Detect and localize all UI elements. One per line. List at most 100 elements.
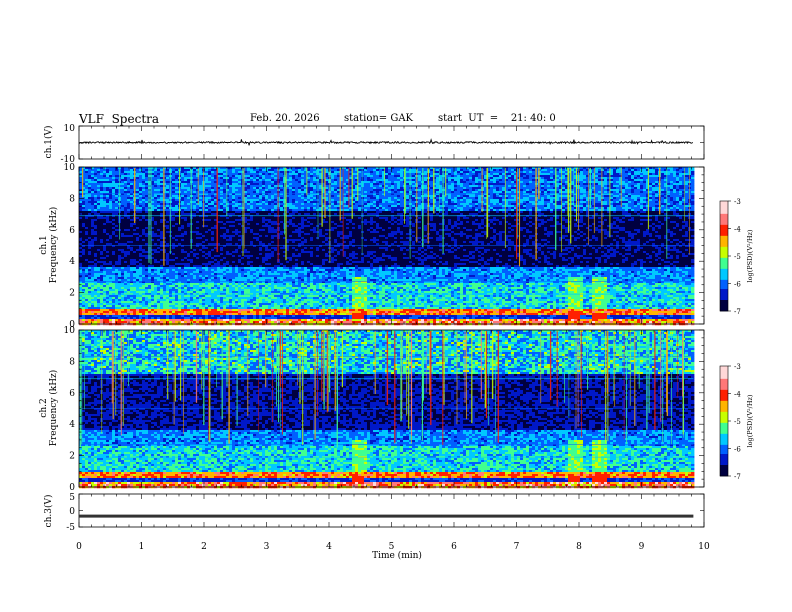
spectrogram-cell xyxy=(607,187,611,190)
spectrogram-cell xyxy=(673,171,677,174)
spectrogram-cell xyxy=(316,191,320,194)
spectrogram-cell xyxy=(346,191,350,194)
spectrogram-cell xyxy=(583,189,587,192)
spectrogram-cell xyxy=(547,177,551,180)
spectrogram-cell xyxy=(499,209,503,212)
spectrogram-cell xyxy=(523,183,527,186)
spectrogram-cell xyxy=(217,181,221,184)
spectrogram-cell xyxy=(271,181,275,184)
spectrogram-cell xyxy=(259,209,263,212)
spectrogram-cell xyxy=(634,195,638,198)
spectrogram-cell xyxy=(331,207,335,210)
spectrogram-cell xyxy=(646,187,650,190)
spectrogram-cell xyxy=(439,177,443,180)
spectrogram-cell xyxy=(355,207,359,210)
spectrogram-cell xyxy=(673,193,677,196)
spectrogram-cell xyxy=(550,169,554,172)
spectrogram-cell xyxy=(115,201,119,204)
spectrogram-cell xyxy=(400,193,404,196)
spectrogram-cell xyxy=(268,197,272,200)
spectrogram-cell xyxy=(208,169,212,172)
spectrogram-cell xyxy=(289,199,293,202)
spectrogram-cell xyxy=(619,191,623,194)
spectrogram-cell xyxy=(463,185,467,188)
spectrogram-cell xyxy=(385,167,389,170)
spectrogram-cell xyxy=(256,179,260,182)
spectrogram-cell xyxy=(508,179,512,182)
spectrogram-cell xyxy=(85,167,89,170)
spectrogram-cell xyxy=(337,171,341,174)
spectrogram-cell xyxy=(88,177,92,180)
spectrogram-cell xyxy=(229,197,233,200)
spectrogram-cell xyxy=(289,169,293,172)
spectrogram-cell xyxy=(673,211,677,214)
spectrogram-cell xyxy=(97,207,101,210)
spectrogram-cell xyxy=(397,211,401,214)
spectrogram-cell xyxy=(445,201,449,204)
spectrogram-cell xyxy=(214,203,218,206)
spectrogram-cell xyxy=(646,191,650,194)
spectrogram-cell xyxy=(376,167,380,170)
spectrogram-cell xyxy=(265,185,269,188)
spectrogram-cell xyxy=(271,205,275,208)
spectrogram-cell xyxy=(679,193,683,196)
spectrogram-cell xyxy=(244,201,248,204)
spectrogram-cell xyxy=(88,195,92,198)
spectrogram-cell xyxy=(625,167,629,170)
spectrogram-cell xyxy=(457,199,461,202)
spectrogram-cell xyxy=(277,211,281,214)
spectrogram-cell xyxy=(121,179,125,182)
spectrogram-cell xyxy=(142,203,146,206)
spectrogram-cell xyxy=(199,201,203,204)
spectrogram-cell xyxy=(256,201,260,204)
spectrogram-cell xyxy=(544,203,548,206)
spectrogram-cell xyxy=(115,211,119,214)
spectrogram-cell xyxy=(448,187,452,190)
spectrogram-cell xyxy=(244,195,248,198)
spectrogram-cell xyxy=(469,173,473,176)
spectrogram-cell xyxy=(142,195,146,198)
spectrogram-cell xyxy=(661,209,665,212)
spectrogram-cell xyxy=(514,169,518,172)
spectrogram-cell xyxy=(115,197,119,200)
spectrogram-cell xyxy=(547,173,551,176)
spectrogram-cell xyxy=(586,197,590,200)
spectrogram-cell xyxy=(361,195,365,198)
spectrogram-cell xyxy=(454,197,458,200)
spectrogram-cell xyxy=(325,205,329,208)
spectrogram-cell xyxy=(358,167,362,170)
spectrogram-cell xyxy=(280,205,284,208)
spectrogram-cell xyxy=(280,167,284,170)
spectrogram-cell xyxy=(505,213,509,216)
spectrogram-cell xyxy=(286,205,290,208)
spectrogram-cell xyxy=(511,187,515,190)
spectrogram-cell xyxy=(358,207,362,210)
spectrogram-cell xyxy=(670,175,674,178)
spectrogram-cell xyxy=(475,183,479,186)
spectrogram-cell xyxy=(496,197,500,200)
spectrogram-cell xyxy=(643,171,647,174)
spectrogram-cell xyxy=(619,205,623,208)
spectrogram-cell xyxy=(487,171,491,174)
spectrogram-cell xyxy=(148,211,152,214)
spectrogram-cell xyxy=(148,209,152,212)
spectrogram-cell xyxy=(508,185,512,188)
spectrogram-cell xyxy=(304,211,308,214)
spectrogram-cell xyxy=(358,183,362,186)
spectrogram-cell xyxy=(580,177,584,180)
spectrogram-cell xyxy=(610,203,614,206)
spectrogram-cell xyxy=(454,189,458,192)
spectrogram-cell xyxy=(199,205,203,208)
spectrogram-cell xyxy=(244,213,248,216)
spectrogram-cell xyxy=(223,181,227,184)
spectrogram-cell xyxy=(247,211,251,214)
spectrogram-cell xyxy=(142,173,146,176)
spectrogram-cell xyxy=(100,175,104,178)
spectrogram-cell xyxy=(448,167,452,170)
spectrogram-cell xyxy=(268,169,272,172)
spectrogram-cell xyxy=(280,171,284,174)
spectrogram-cell xyxy=(523,207,527,210)
spectrogram-cell xyxy=(214,177,218,180)
spectrogram-cell xyxy=(436,195,440,198)
spectrogram-cell xyxy=(82,207,86,210)
